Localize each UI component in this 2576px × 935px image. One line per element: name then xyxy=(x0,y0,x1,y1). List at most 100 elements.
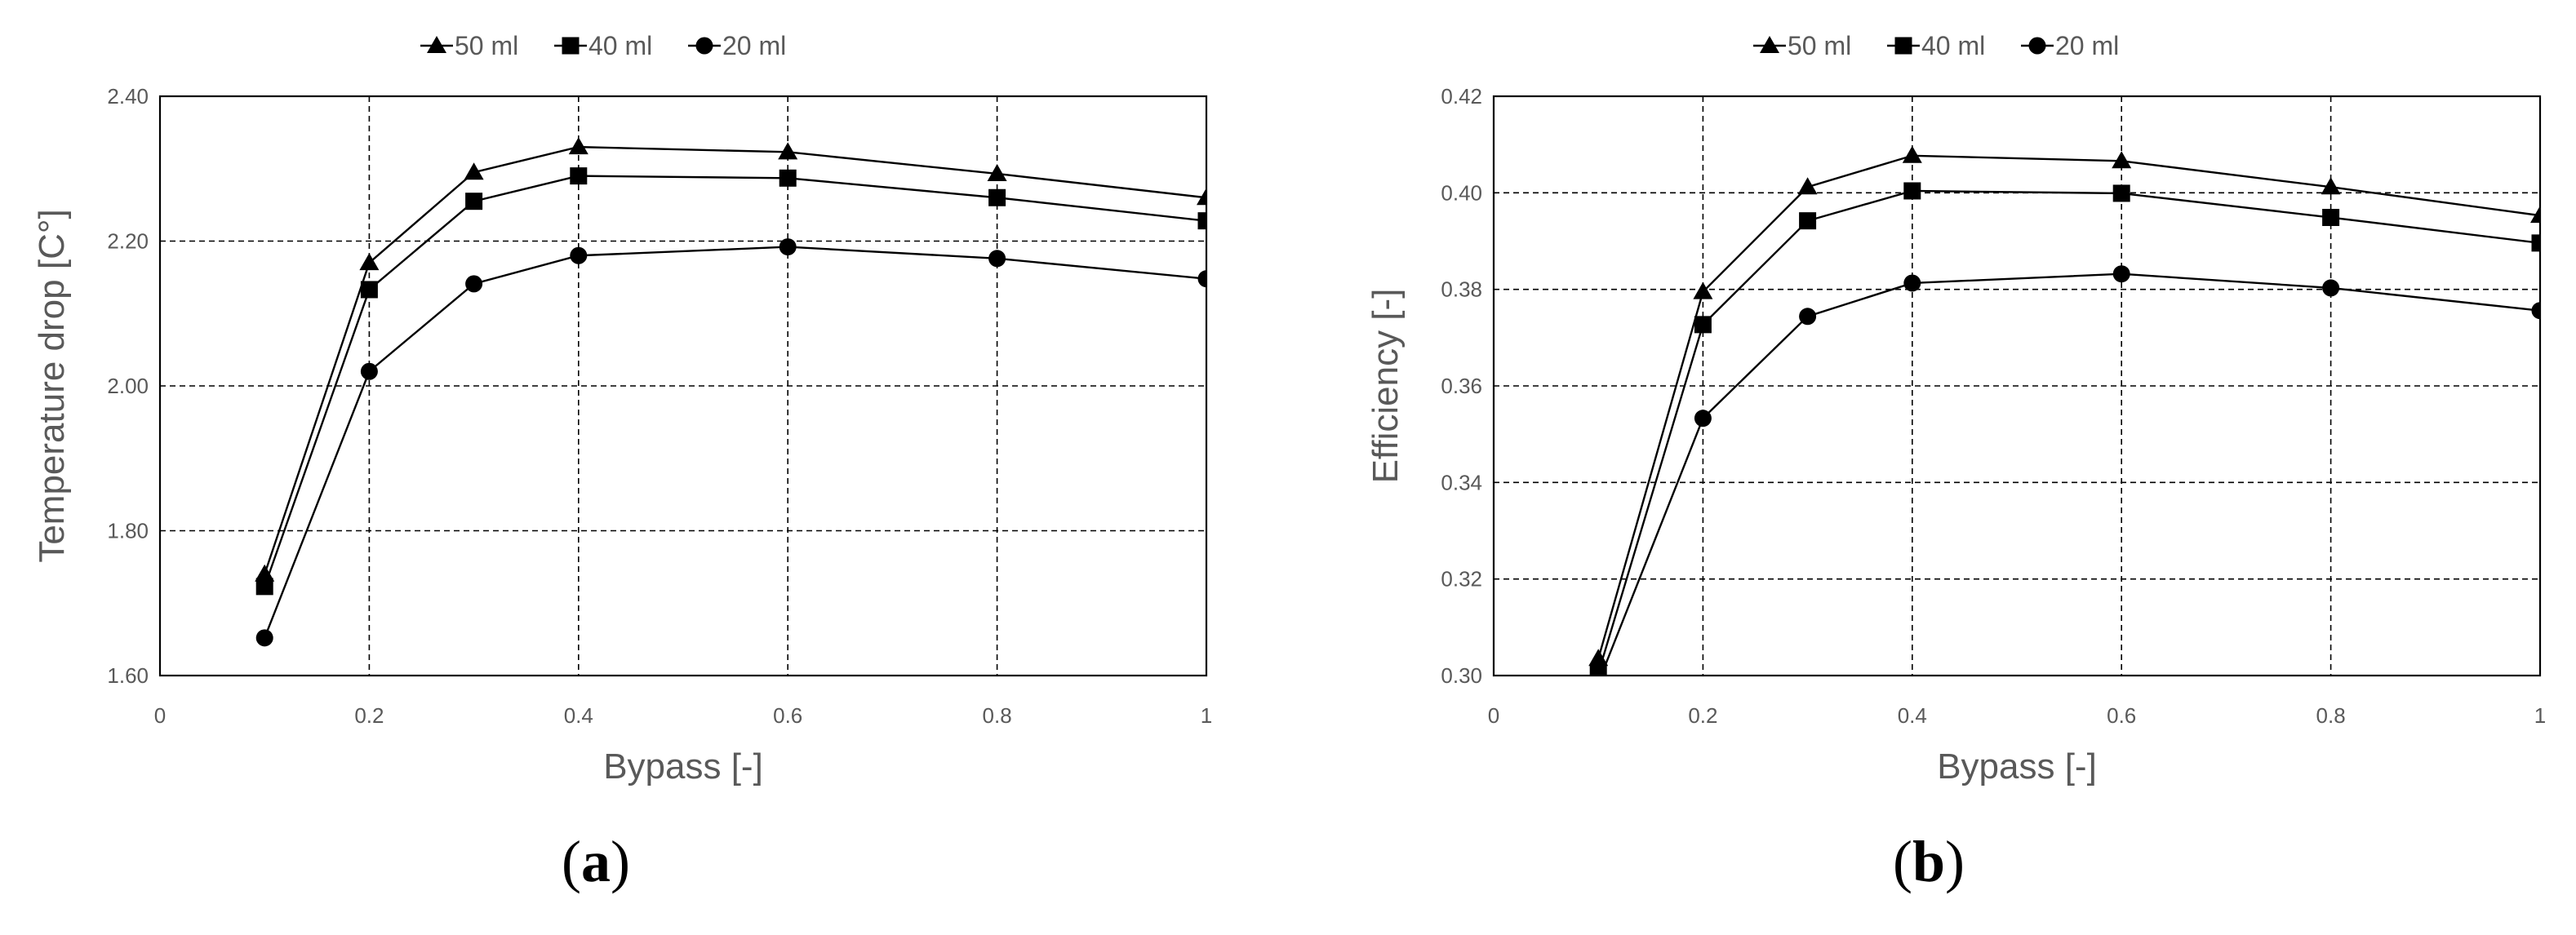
panel-label: (b) xyxy=(1893,829,1965,894)
data-point xyxy=(988,250,1006,268)
series-square xyxy=(1589,182,2540,676)
x-tick-label: 1 xyxy=(2534,703,2546,728)
legend-item-square: 40 ml xyxy=(554,31,652,60)
x-tick-label: 0.6 xyxy=(2107,703,2136,728)
plot-frame xyxy=(1492,95,2542,677)
data-point xyxy=(570,167,588,185)
series-triangle xyxy=(1588,145,2540,667)
panel-label-close: ) xyxy=(1945,829,1965,894)
series-circle xyxy=(255,238,1206,647)
series-triangle xyxy=(255,137,1206,582)
legend-item-circle: 20 ml xyxy=(688,31,786,60)
data-point xyxy=(568,137,588,155)
data-point xyxy=(2531,234,2540,252)
y-tick-label: 0.38 xyxy=(1441,277,1482,302)
series-line xyxy=(264,246,1206,639)
series-line xyxy=(1597,189,2540,674)
y-tick-label: 1.80 xyxy=(107,519,149,543)
series-circle xyxy=(1593,265,2540,676)
data-point xyxy=(1903,274,1921,292)
y-tick-label: 1.60 xyxy=(107,663,149,688)
data-point xyxy=(464,162,484,180)
x-tick-label: 1 xyxy=(1201,703,1212,728)
panel-label-open: ( xyxy=(562,829,581,894)
y-tick-label: 2.20 xyxy=(107,229,149,254)
legend-marker xyxy=(2028,37,2046,55)
plot-frame xyxy=(158,95,1208,677)
data-point xyxy=(1797,177,1818,195)
legend-marker xyxy=(695,37,713,55)
data-point xyxy=(360,362,378,380)
data-point xyxy=(1197,212,1206,230)
x-tick-label: 0.8 xyxy=(983,703,1012,728)
data-point xyxy=(2321,177,2341,195)
x-tick-label: 0.4 xyxy=(1898,703,1927,728)
legend-marker xyxy=(562,37,580,55)
data-point xyxy=(1593,674,1603,676)
data-point xyxy=(1799,212,1817,230)
data-point xyxy=(570,246,588,264)
x-tick-label: 0.8 xyxy=(2316,703,2346,728)
legend: 50 ml 40 ml 20 ml xyxy=(1753,31,2119,60)
data-point xyxy=(1197,270,1206,288)
data-point xyxy=(359,253,380,271)
data-point xyxy=(1903,182,1921,200)
chart-panel-b: 0.30 0.32 0.34 0.36 0.38 0.40 0.42 0 0.2 0.4 0.6 0.… xyxy=(1366,31,2546,894)
x-tick-label: 0.6 xyxy=(773,703,802,728)
panel-label-letter: b xyxy=(1912,829,1945,894)
series-line xyxy=(1600,273,2540,676)
y-axis-title: Efficiency [-] xyxy=(1366,289,1406,484)
y-tick-label: 0.42 xyxy=(1441,84,1482,109)
legend-label: 40 ml xyxy=(1921,31,1985,60)
data-point xyxy=(778,142,798,160)
x-axis-title: Bypass [-] xyxy=(603,747,763,787)
data-point xyxy=(2530,206,2540,224)
data-point xyxy=(255,629,273,647)
legend-marker xyxy=(427,36,446,53)
legend-item-triangle: 50 ml xyxy=(1753,31,1851,60)
x-tick-label: 0.2 xyxy=(354,703,384,728)
x-tick-label: 0.4 xyxy=(564,703,593,728)
legend-marker xyxy=(1760,36,1779,53)
legend: 50 ml 40 ml 20 ml xyxy=(420,31,786,60)
x-tick-label: 0 xyxy=(1488,703,1499,728)
data-point xyxy=(1588,649,1609,667)
data-point xyxy=(1197,188,1206,206)
data-point xyxy=(779,238,797,256)
panel-label: (a) xyxy=(562,829,630,894)
series-square xyxy=(255,167,1206,596)
data-point xyxy=(360,281,378,299)
legend-label: 50 ml xyxy=(455,31,518,60)
panel-label-letter: a xyxy=(581,829,611,894)
y-axis-title: Temperature drop [C°] xyxy=(32,209,72,562)
y-tick-label: 0.36 xyxy=(1441,374,1482,398)
data-point xyxy=(2112,184,2130,202)
data-point xyxy=(988,188,1006,206)
x-tick-label: 0.2 xyxy=(1688,703,1717,728)
legend-item-square: 40 ml xyxy=(1887,31,1985,60)
legend-item-circle: 20 ml xyxy=(2021,31,2119,60)
y-tick-label: 0.34 xyxy=(1441,470,1482,494)
data-point xyxy=(2322,209,2340,227)
x-axis-title: Bypass [-] xyxy=(1937,747,2097,787)
y-tick-label: 0.32 xyxy=(1441,567,1482,592)
data-point xyxy=(2112,151,2132,169)
legend-label: 40 ml xyxy=(588,31,652,60)
data-point xyxy=(779,169,797,187)
data-point xyxy=(987,163,1007,181)
data-point xyxy=(255,578,273,596)
panel-label-close: ) xyxy=(611,829,630,894)
legend-marker xyxy=(1894,37,1912,55)
y-tick-label: 0.30 xyxy=(1441,663,1482,688)
y-tick-label: 2.40 xyxy=(107,84,149,109)
data-point xyxy=(2322,279,2340,297)
legend-label: 20 ml xyxy=(722,31,786,60)
legend-label: 20 ml xyxy=(2055,31,2119,60)
legend-item-triangle: 50 ml xyxy=(420,31,518,60)
chart-panel-a: 1.60 1.80 2.00 2.20 2.40 0 0.2 0.4 0.6 0.8 1 Bypass… xyxy=(32,31,1212,894)
data-point xyxy=(2531,302,2540,320)
series-line xyxy=(1597,154,2540,659)
y-tick-label: 0.40 xyxy=(1441,180,1482,205)
data-point xyxy=(1694,316,1712,334)
